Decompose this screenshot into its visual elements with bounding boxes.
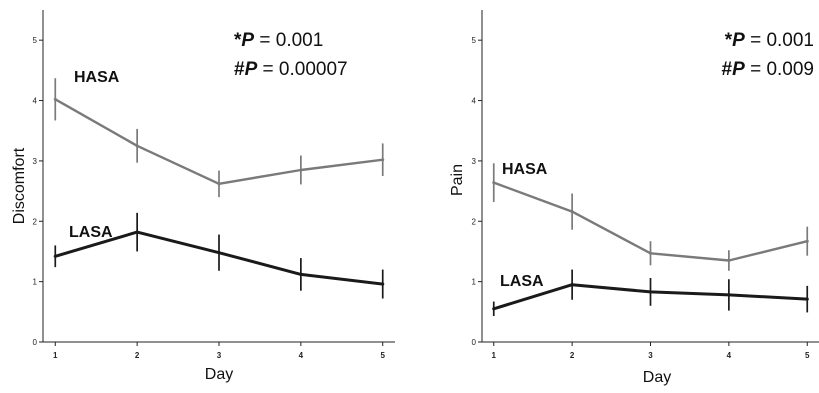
discomfort-hasa-point	[381, 158, 385, 162]
discomfort-hasa-point	[53, 97, 57, 101]
discomfort-y-tick-label: 5	[33, 36, 38, 45]
discomfort-y-tick-label: 2	[33, 217, 38, 226]
pain-lasa-point	[492, 307, 496, 311]
discomfort-lasa-point	[135, 230, 139, 234]
discomfort-x-tick-label: 4	[299, 351, 304, 360]
pain-x-tick-label: 2	[570, 351, 575, 360]
pain-y-tick-label: 5	[472, 36, 477, 45]
discomfort-lasa-point	[381, 282, 385, 286]
p-label: P	[732, 30, 745, 51]
discomfort-x-tick-label: 5	[380, 351, 385, 360]
pain-lasa-point	[727, 293, 731, 297]
discomfort-y-tick-label: 3	[33, 157, 38, 166]
significance-symbol: #	[234, 59, 245, 80]
pain-y-tick-label: 1	[472, 278, 477, 287]
p-label: P	[245, 59, 258, 80]
discomfort-x-tick-label: 1	[53, 351, 58, 360]
p-value-text: = 0.001	[745, 30, 814, 51]
discomfort-y-tick-label: 0	[33, 338, 38, 347]
pain-x-tick-label: 4	[727, 351, 732, 360]
p-label: P	[241, 30, 254, 51]
pain-x-tick-label: 1	[492, 351, 497, 360]
p-value-text: = 0.001	[254, 30, 323, 51]
discomfort-hasa-label: HASA	[74, 69, 120, 86]
pain-lasa-label: LASA	[500, 273, 544, 290]
pain-hasa-point	[727, 259, 731, 263]
pain-y-tick-label: 0	[472, 338, 477, 347]
pain-y-axis-label: Pain	[449, 164, 466, 196]
pain-x-tick-label: 3	[648, 351, 653, 360]
pain-y-tick-label: 4	[472, 97, 477, 106]
pain-p-value-2: #P = 0.009	[722, 59, 814, 80]
pain-y-tick-label: 2	[472, 217, 477, 226]
discomfort-y-axis-label: Discomfort	[11, 147, 28, 224]
discomfort-hasa-point	[135, 144, 139, 148]
p-label: P	[732, 59, 745, 80]
discomfort-lasa-label: LASA	[69, 224, 113, 241]
discomfort-hasa-point	[217, 182, 221, 186]
pain-hasa-point	[805, 239, 809, 243]
pain-x-tick-label: 5	[805, 351, 810, 360]
discomfort-lasa-point	[299, 272, 303, 276]
significance-symbol: *	[725, 30, 733, 51]
discomfort-hasa-point	[299, 168, 303, 172]
pain-hasa-point	[649, 251, 652, 255]
pain-lasa-point	[570, 283, 574, 287]
pain-y-tick-label: 3	[472, 157, 477, 166]
pain-p-value-1: *P = 0.001	[725, 30, 814, 51]
pain-lasa-point	[649, 290, 652, 294]
p-value-text: = 0.00007	[257, 59, 347, 80]
discomfort-y-tick-label: 4	[33, 97, 38, 106]
pain-x-axis-label: Day	[643, 369, 671, 386]
discomfort-y-tick-label: 1	[33, 278, 38, 287]
pain-lasa-point	[805, 297, 809, 301]
significance-symbol: #	[722, 59, 733, 80]
discomfort-x-tick-label: 3	[217, 351, 222, 360]
discomfort-x-axis-label: Day	[205, 366, 233, 383]
discomfort-p-value-2: #P = 0.00007	[234, 59, 348, 80]
p-value-text: = 0.009	[745, 59, 814, 80]
pain-hasa-point	[570, 210, 574, 214]
discomfort-lasa-point	[53, 254, 57, 258]
discomfort-x-tick-label: 2	[135, 351, 140, 360]
significance-symbol: *	[234, 30, 242, 51]
discomfort-p-value-1: *P = 0.001	[234, 30, 323, 51]
pain-hasa-label: HASA	[502, 161, 548, 178]
pain-hasa-point	[492, 181, 496, 185]
discomfort-lasa-point	[217, 251, 221, 255]
